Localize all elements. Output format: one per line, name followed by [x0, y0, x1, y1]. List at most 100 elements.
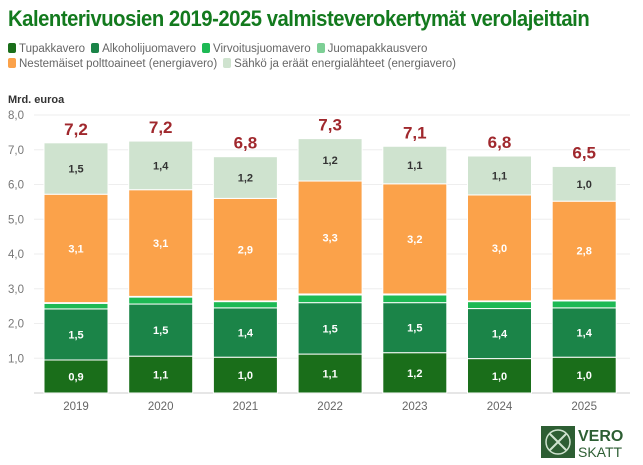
data-label: 1,0: [238, 370, 253, 382]
svg-text:SKATT: SKATT: [578, 444, 623, 460]
x-tick-label: 2022: [317, 401, 343, 413]
bar-segment: [467, 308, 532, 360]
data-label: 1,4: [577, 328, 593, 340]
data-label: 1,2: [407, 368, 422, 380]
data-label: 1,5: [68, 329, 83, 341]
bar-segment: [382, 302, 448, 354]
bar-segment: [128, 303, 194, 357]
data-label: 3,0: [492, 243, 507, 255]
y-tick-label: 3,0: [8, 284, 24, 296]
bar-segment: [297, 302, 363, 355]
y-tick-label: 2,0: [8, 319, 24, 331]
legend-swatch: [91, 43, 100, 53]
bar-segment: [43, 302, 109, 310]
bar-segment: [212, 156, 278, 199]
bar-segment: [467, 194, 532, 302]
bar-segment: [382, 352, 448, 394]
total-label: 7,2: [64, 120, 88, 139]
data-label: 1,5: [153, 325, 168, 337]
data-label: 3,3: [322, 232, 337, 244]
bar-segment: [467, 301, 532, 310]
bar-segment: [128, 189, 194, 297]
bar-segment: [212, 356, 278, 394]
data-label: 1,0: [577, 370, 592, 382]
legend-label: Tupakkavero: [19, 43, 86, 55]
legend-swatch: [202, 43, 211, 53]
data-label: 1,5: [68, 164, 83, 176]
data-label: 1,5: [322, 323, 337, 335]
data-label: 1,2: [238, 173, 253, 185]
bar-segment: [551, 200, 617, 301]
bar-segment: [551, 165, 617, 202]
legend-swatch: [316, 43, 325, 53]
total-label: 7,3: [318, 116, 342, 135]
data-label: 1,0: [492, 371, 507, 383]
x-tick-label: 2019: [63, 401, 89, 413]
bar-segment: [128, 355, 194, 394]
bar-segment: [212, 307, 278, 358]
y-tick-label: 6,0: [8, 180, 24, 192]
bar-segment: [212, 301, 278, 309]
legend-item: Sähkö ja eräät energialähteet (energiave…: [223, 57, 456, 72]
data-label: 1,4: [153, 160, 169, 172]
y-tick-label: 5,0: [8, 214, 24, 226]
bar-segment: [297, 353, 363, 394]
legend-label: Nestemäiset polttoaineet (energiavero): [19, 58, 218, 70]
y-tick-label: 1,0: [8, 353, 24, 365]
bar-segment: [43, 142, 109, 195]
legend-label: Alkoholijuomavero: [102, 43, 197, 55]
vero-skatt-logo: VERO SKATT: [541, 426, 623, 460]
bar-segment: [382, 183, 448, 295]
data-label: 1,1: [322, 369, 337, 381]
data-label: 2,8: [577, 246, 592, 258]
legend-swatch: [8, 58, 16, 68]
bar-segment: [297, 180, 363, 295]
bar-segment: [382, 145, 448, 185]
legend-swatch: [223, 58, 232, 68]
bar-segment: [43, 193, 109, 304]
legend-label: Juomapakkausvero: [327, 43, 428, 55]
x-tick-label: 2020: [148, 401, 174, 413]
legend-item: Alkoholijuomavero: [91, 42, 196, 57]
data-label: 1,5: [407, 323, 422, 335]
data-label: 1,0: [577, 179, 592, 191]
bar-segment: [297, 294, 363, 304]
bar-segment: [382, 294, 448, 304]
bar-segment: [467, 358, 532, 394]
data-label: 1,1: [492, 170, 507, 182]
legend-item: Juomapakkausvero: [316, 42, 428, 57]
bar-segment: [43, 359, 109, 394]
bar-segment: [297, 138, 363, 182]
total-label: 7,1: [403, 123, 427, 142]
data-label: 3,1: [153, 238, 168, 250]
data-label: 1,1: [407, 160, 422, 172]
legend-label: Virvoitusjuomavero: [213, 43, 311, 55]
y-tick-label: 7,0: [8, 145, 24, 157]
data-label: 3,1: [68, 243, 83, 255]
legend-item: Nestemäiset polttoaineet (energiavero): [8, 57, 217, 72]
bar-segment: [43, 308, 109, 361]
bar-segment: [551, 300, 617, 309]
svg-text:VERO: VERO: [578, 428, 623, 445]
bar-segment: [467, 155, 532, 196]
data-label: 2,9: [238, 245, 253, 257]
bar-segment: [212, 197, 278, 302]
data-label: 3,2: [407, 234, 422, 246]
chart-title: Kalenterivuosien 2019-2025 valmisteverok…: [8, 6, 590, 31]
legend: Tupakkavero Alkoholijuomavero Virvoitusjuo…: [8, 42, 628, 72]
y-tick-label: 8,0: [8, 110, 24, 122]
x-tick-label: 2021: [233, 401, 259, 413]
total-label: 7,2: [149, 118, 173, 137]
total-label: 6,8: [234, 134, 258, 153]
legend-item: Virvoitusjuomavero: [202, 42, 311, 57]
data-label: 1,4: [238, 328, 254, 340]
x-tick-label: 2025: [571, 401, 597, 413]
legend-item: Tupakkavero: [8, 42, 85, 57]
data-label: 1,1: [153, 370, 168, 382]
data-label: 1,4: [492, 329, 508, 341]
total-label: 6,8: [488, 133, 512, 152]
data-label: 0,9: [68, 371, 83, 383]
bar-segment: [128, 140, 194, 191]
x-tick-label: 2023: [402, 401, 428, 413]
